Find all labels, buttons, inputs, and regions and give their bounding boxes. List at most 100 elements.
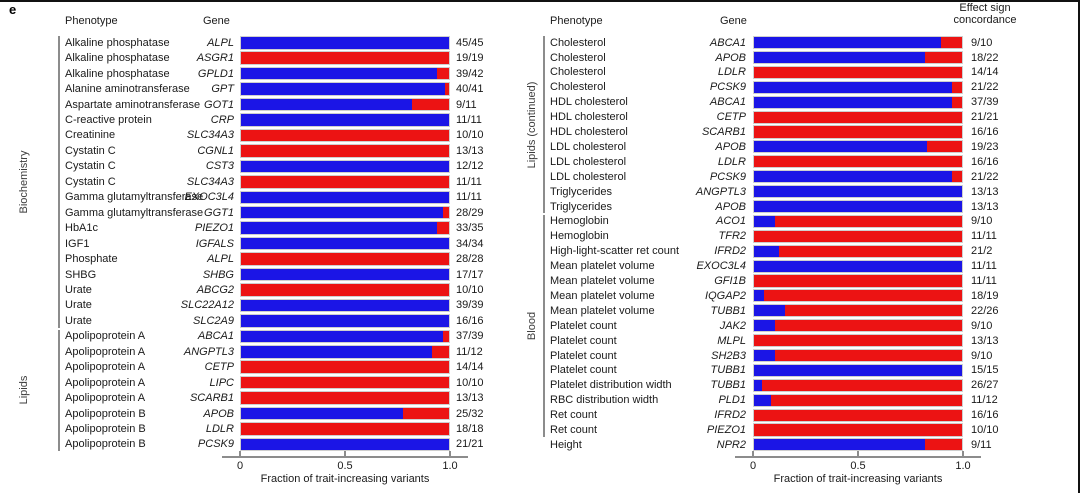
gene-label: ABCA1: [709, 36, 746, 49]
gene-label: PIEZO1: [194, 222, 234, 235]
trait-decreasing-segment: [241, 284, 449, 296]
x-axis-tick: [449, 451, 451, 456]
trait-decreasing-segment: [241, 52, 449, 64]
trait-increasing-segment: [754, 320, 775, 332]
trait-increasing-segment: [241, 37, 449, 49]
trait-increasing-segment: [241, 330, 443, 343]
trait-increasing-segment: [754, 200, 962, 213]
trait-decreasing-segment: [754, 335, 962, 347]
phenotype-label: Cystatin C: [65, 175, 116, 188]
x-tick-label: 1.0: [442, 460, 458, 472]
concordance-value: 9/11: [456, 98, 477, 111]
trait-increasing-segment: [241, 160, 449, 173]
concordance-value: 18/19: [971, 289, 999, 302]
phenotype-label: Mean platelet volume: [550, 304, 655, 317]
trait-decreasing-segment: [241, 392, 449, 404]
stacked-bar: [240, 329, 450, 344]
trait-increasing-segment: [754, 245, 779, 257]
trait-increasing-segment: [754, 349, 775, 362]
gene-label: SHBG: [202, 268, 234, 281]
trait-decreasing-segment: [241, 361, 449, 373]
concordance-value: 12/12: [456, 160, 484, 173]
gene-label: NPR2: [716, 438, 746, 451]
gene-label: CST3: [205, 160, 234, 173]
stacked-bar: [753, 36, 963, 50]
concordance-value: 10/10: [456, 283, 484, 296]
gene-label: MLPL: [717, 334, 746, 347]
gene-label: ABCA1: [197, 330, 234, 343]
stacked-bar: [240, 159, 450, 174]
stacked-bar: [240, 66, 450, 81]
x-axis-line-right: [735, 456, 981, 458]
stacked-bar: [753, 393, 963, 407]
trait-decreasing-segment: [785, 305, 962, 317]
trait-increasing-segment: [754, 96, 952, 108]
gene-label: CETP: [716, 111, 746, 124]
concordance-value: 11/11: [456, 114, 482, 126]
trait-decreasing-segment: [774, 320, 962, 332]
x-axis-title-right: Fraction of trait-increasing variants: [773, 473, 943, 485]
phenotype-label: Creatinine: [65, 129, 116, 142]
phenotype-label: Apolipoprotein A: [65, 330, 146, 343]
gene-label: SCARB1: [701, 126, 746, 138]
gene-label: GPT: [211, 83, 234, 96]
phenotype-label: Platelet count: [550, 334, 617, 347]
gene-label: GPLD1: [197, 67, 234, 80]
trait-decreasing-segment: [770, 394, 962, 406]
trait-decreasing-segment: [411, 98, 449, 111]
gene-column-header-left: Gene: [203, 15, 230, 27]
phenotype-column-header-left: Phenotype: [65, 15, 118, 27]
gene-label: EXOC3L4: [184, 191, 234, 204]
gene-label: CGNL1: [197, 144, 234, 157]
stacked-bar: [753, 423, 963, 437]
trait-increasing-segment: [241, 83, 445, 95]
stacked-bar: [240, 252, 450, 266]
stacked-bar: [753, 110, 963, 124]
phenotype-label: Aspartate aminotransferase: [65, 98, 201, 111]
concordance-value: 16/16: [971, 126, 999, 138]
concordance-value: 16/16: [456, 314, 484, 327]
concordance-value: 28/28: [456, 253, 484, 266]
concordance-value: 16/16: [971, 155, 999, 168]
trait-increasing-segment: [754, 141, 927, 153]
x-tick-label: 0: [236, 460, 244, 472]
gene-label: PLD1: [718, 394, 746, 407]
gene-label: ASGR1: [196, 52, 234, 65]
phenotype-label: Cholesterol: [550, 36, 606, 49]
concordance-value: 21/21: [971, 111, 999, 124]
concordance-value: 13/13: [456, 392, 484, 405]
stacked-bar: [753, 229, 963, 243]
phenotype-label: Cholesterol: [550, 51, 606, 64]
trait-decreasing-segment: [754, 409, 962, 421]
trait-decreasing-segment: [754, 230, 962, 242]
trait-decreasing-segment: [436, 222, 449, 234]
trait-increasing-segment: [241, 438, 449, 451]
phenotype-label: HbA1c: [65, 222, 99, 235]
phenotype-label: Ret count: [550, 409, 598, 422]
phenotype-label: Alkaline phosphatase: [65, 67, 170, 80]
phenotype-label: IGF1: [65, 237, 90, 250]
stacked-bar: [240, 36, 450, 50]
stacked-bar: [240, 345, 450, 359]
trait-increasing-segment: [754, 439, 925, 451]
phenotype-label: SHBG: [65, 268, 97, 281]
gene-label: LDLR: [717, 66, 746, 79]
phenotype-label: Triglycerides: [550, 185, 612, 198]
gene-label: SCARB1: [189, 392, 234, 405]
concordance-value: 9/10: [971, 215, 993, 228]
gene-label: PCSK9: [709, 81, 746, 94]
trait-decreasing-segment: [241, 253, 449, 265]
stacked-bar: [240, 205, 450, 220]
concordance-value: 45/45: [456, 36, 484, 49]
gene-label: IFRD2: [714, 409, 746, 422]
x-axis-line-left: [222, 456, 468, 458]
phenotype-label: Urate: [65, 314, 92, 327]
concordance-value: 33/35: [456, 222, 484, 235]
trait-increasing-segment: [754, 186, 962, 198]
group-bracket: [58, 329, 60, 452]
gene-label: GFI1B: [714, 275, 746, 287]
concordance-value: 39/42: [456, 67, 484, 80]
phenotype-label: Urate: [65, 299, 92, 312]
concordance-value: 18/22: [971, 51, 999, 64]
concordance-value: 21/22: [971, 81, 999, 94]
